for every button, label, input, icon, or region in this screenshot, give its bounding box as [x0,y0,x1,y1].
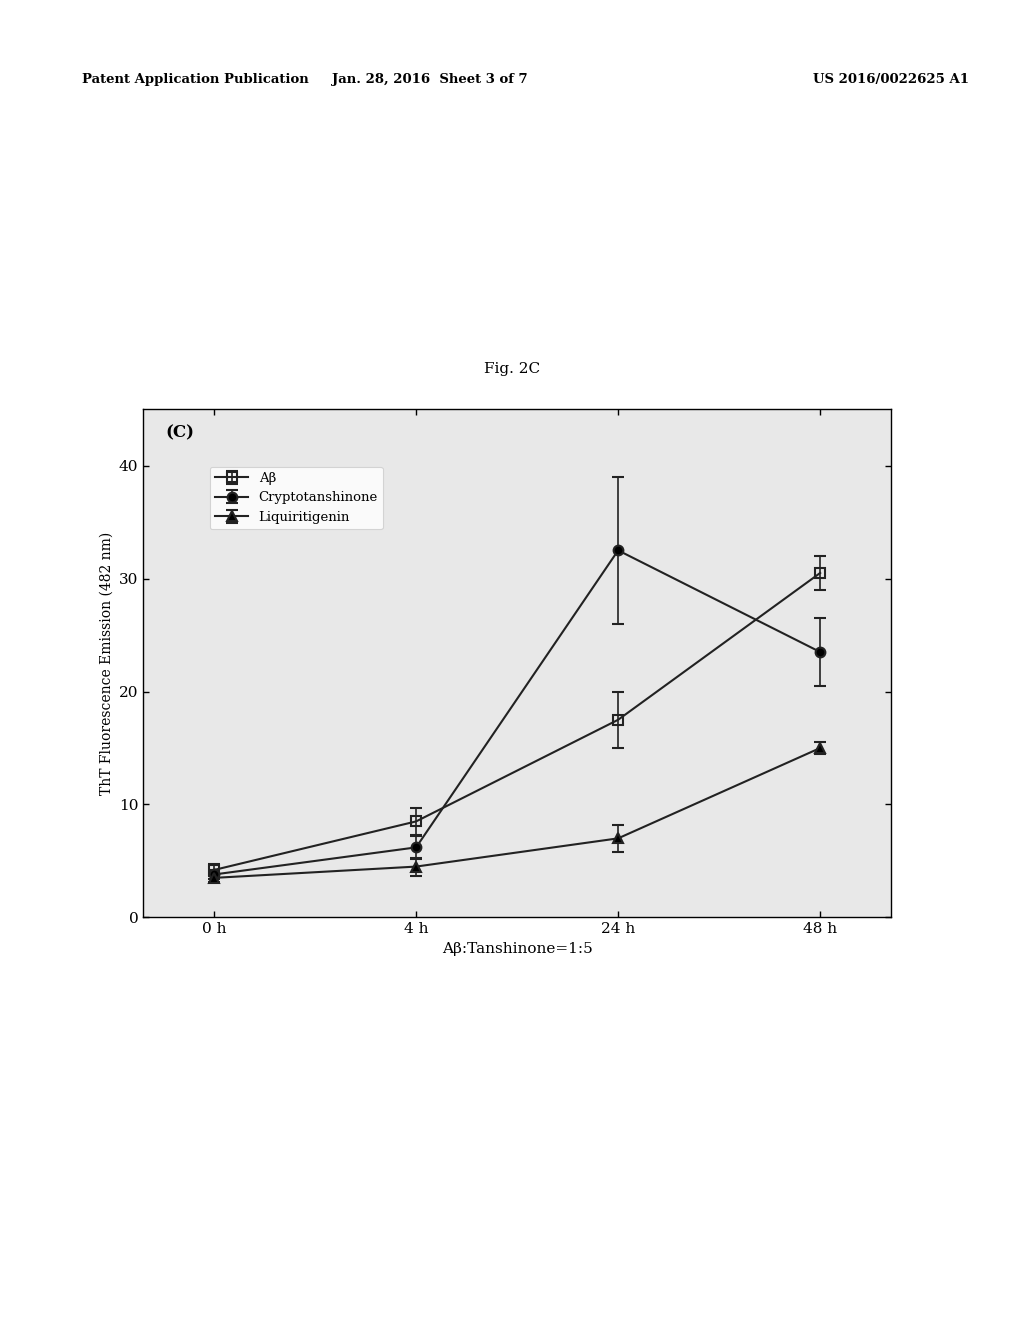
Text: US 2016/0022625 A1: US 2016/0022625 A1 [813,73,969,86]
Y-axis label: ThT Fluorescence Emission (482 nm): ThT Fluorescence Emission (482 nm) [99,532,114,795]
Text: Patent Application Publication: Patent Application Publication [82,73,308,86]
Text: (C): (C) [166,425,195,441]
Text: Fig. 2C: Fig. 2C [484,362,540,376]
X-axis label: Aβ:Tanshinone=1:5: Aβ:Tanshinone=1:5 [441,941,593,956]
Legend: Aβ, Cryptotanshinone, Liquiritigenin: Aβ, Cryptotanshinone, Liquiritigenin [210,466,383,529]
Text: Jan. 28, 2016  Sheet 3 of 7: Jan. 28, 2016 Sheet 3 of 7 [332,73,528,86]
